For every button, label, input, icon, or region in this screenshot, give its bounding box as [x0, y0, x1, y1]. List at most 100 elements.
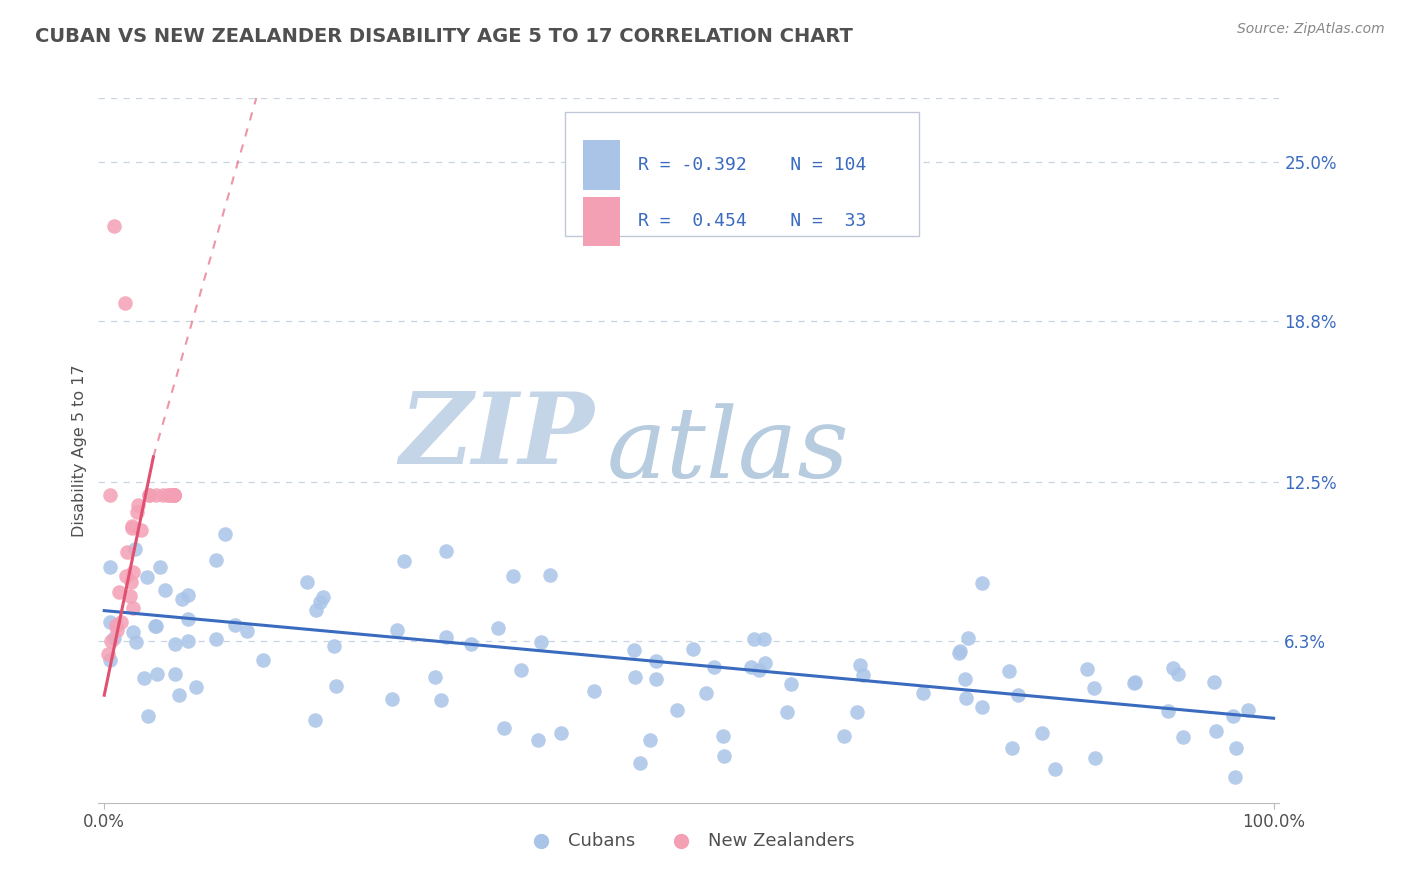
Point — [143, 619, 166, 633]
Point — [117, 544, 139, 558]
Point — [948, 646, 970, 660]
FancyBboxPatch shape — [565, 112, 920, 235]
Point — [297, 574, 319, 589]
Point — [852, 668, 875, 682]
Point — [742, 632, 765, 646]
Point — [177, 612, 200, 626]
Point — [157, 488, 180, 502]
Point — [163, 488, 186, 502]
Point — [845, 706, 868, 720]
Point — [502, 568, 524, 582]
Point — [832, 729, 855, 743]
Point — [98, 615, 121, 629]
Point — [972, 576, 994, 591]
Legend: Cubans, New Zealanders: Cubans, New Zealanders — [516, 825, 862, 857]
Point — [1204, 674, 1226, 689]
Point — [1223, 770, 1246, 784]
Point — [304, 713, 326, 727]
Point — [114, 296, 136, 310]
Point — [425, 670, 447, 684]
Point — [214, 527, 236, 541]
Point — [776, 706, 799, 720]
Point — [127, 499, 149, 513]
Point — [152, 488, 174, 502]
Point — [177, 588, 200, 602]
Point — [1083, 681, 1105, 695]
Point — [305, 602, 328, 616]
Point — [1043, 762, 1066, 776]
Point — [325, 679, 347, 693]
Point — [486, 622, 509, 636]
FancyBboxPatch shape — [582, 197, 620, 246]
Point — [205, 553, 228, 567]
Point — [849, 657, 872, 672]
Point — [120, 574, 142, 589]
Text: atlas: atlas — [606, 403, 849, 498]
Point — [434, 544, 457, 558]
Point — [1161, 661, 1184, 675]
Point — [711, 729, 734, 743]
Point — [98, 488, 121, 502]
Point — [163, 488, 186, 502]
Point — [312, 591, 335, 605]
Point — [538, 567, 561, 582]
Point — [145, 619, 167, 633]
Point — [1125, 675, 1147, 690]
Point — [125, 505, 148, 519]
Point — [100, 633, 122, 648]
Point — [752, 632, 775, 646]
Point — [1222, 709, 1244, 723]
Point — [754, 656, 776, 670]
Point — [308, 595, 330, 609]
Point — [392, 554, 415, 568]
Text: CUBAN VS NEW ZEALANDER DISABILITY AGE 5 TO 17 CORRELATION CHART: CUBAN VS NEW ZEALANDER DISABILITY AGE 5 … — [35, 27, 853, 45]
Point — [98, 653, 121, 667]
Point — [1007, 688, 1029, 702]
Point — [138, 488, 160, 502]
Point — [149, 559, 172, 574]
Point — [703, 660, 725, 674]
Point — [163, 637, 186, 651]
Point — [1084, 751, 1107, 765]
Point — [644, 673, 666, 687]
Point — [460, 637, 482, 651]
Point — [1167, 666, 1189, 681]
Point — [145, 488, 167, 502]
Point — [163, 488, 186, 502]
Point — [492, 721, 515, 735]
Point — [713, 748, 735, 763]
Point — [153, 582, 176, 597]
Point — [695, 686, 717, 700]
Point — [748, 663, 770, 677]
Point — [108, 585, 131, 599]
Point — [682, 642, 704, 657]
Point — [121, 521, 143, 535]
Point — [224, 618, 246, 632]
Point — [167, 688, 190, 702]
Point — [136, 570, 159, 584]
Point — [1225, 741, 1247, 756]
Point — [105, 624, 128, 638]
Point — [118, 590, 141, 604]
Point — [1171, 731, 1194, 745]
Point — [623, 643, 645, 657]
Point — [911, 686, 934, 700]
Point — [121, 519, 143, 533]
Point — [972, 699, 994, 714]
Point — [955, 690, 977, 705]
Point — [955, 672, 977, 686]
Point — [156, 488, 179, 502]
Point — [163, 488, 186, 502]
Point — [430, 692, 453, 706]
FancyBboxPatch shape — [582, 140, 620, 190]
Point — [160, 488, 183, 502]
Point — [172, 592, 194, 607]
Point — [138, 488, 160, 502]
Point — [186, 680, 208, 694]
Point — [125, 635, 148, 649]
Text: R =  0.454    N =  33: R = 0.454 N = 33 — [638, 212, 866, 230]
Point — [628, 756, 651, 771]
Point — [177, 633, 200, 648]
Point — [780, 677, 803, 691]
Point — [103, 631, 125, 645]
